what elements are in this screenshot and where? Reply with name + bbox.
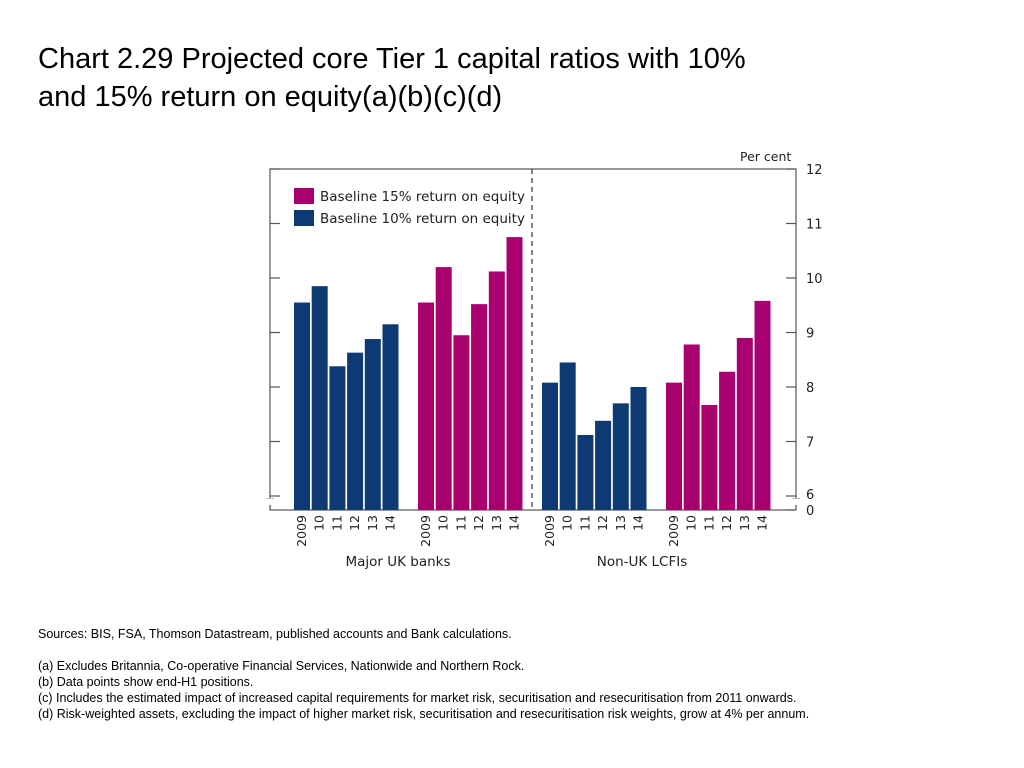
- group-label: Non-UK LCFIs: [597, 554, 688, 570]
- unit-label: Per cent: [740, 149, 791, 164]
- x-tick-label: 14: [755, 515, 770, 531]
- bar: [311, 286, 328, 510]
- x-tick-label: 14: [507, 515, 522, 531]
- x-tick-label: 10: [684, 515, 699, 531]
- chart-title: Chart 2.29 Projected core Tier 1 capital…: [38, 40, 988, 116]
- legend-swatch: [294, 210, 314, 226]
- bar: [382, 324, 399, 510]
- bar: [754, 300, 771, 510]
- footnote-a: (a) Excludes Britannia, Co-operative Fin…: [38, 659, 525, 673]
- x-tick-label: 12: [471, 515, 486, 531]
- right-axis-break-gap: [789, 499, 803, 505]
- footnote-b: (b) Data points show end-H1 positions.: [38, 675, 254, 689]
- group-label: Major UK banks: [345, 554, 450, 570]
- legend-label: Baseline 15% return on equity: [320, 189, 525, 205]
- plot-border: [269, 168, 797, 511]
- x-tick-label: 13: [737, 515, 752, 531]
- left-axis-break-gap: [263, 499, 277, 505]
- chart-bars: [294, 237, 771, 510]
- chart-title-line-1: Chart 2.29 Projected core Tier 1 capital…: [38, 43, 746, 75]
- bar: [329, 366, 346, 510]
- y-tick-label: 8: [806, 381, 814, 396]
- x-tick-label: 2009: [418, 515, 433, 547]
- bar: [577, 434, 594, 510]
- bar: [666, 382, 682, 510]
- y-tick-label: 11: [806, 218, 823, 233]
- x-tick-label: 13: [365, 515, 380, 531]
- chart-frame: [263, 168, 803, 511]
- x-tick-label: 10: [436, 515, 451, 531]
- x-tick-label: 13: [613, 515, 628, 531]
- bar: [488, 271, 505, 510]
- bar: [506, 237, 523, 510]
- bar: [736, 337, 753, 510]
- x-tick-label: 11: [453, 515, 468, 531]
- x-tick-label: 11: [329, 515, 344, 531]
- bar: [435, 267, 452, 510]
- bar: [683, 344, 700, 510]
- y-tick-label: 6: [806, 488, 814, 503]
- y-tick-label: 9: [806, 327, 814, 342]
- footnote-c: (c) Includes the estimated impact of inc…: [38, 691, 797, 705]
- chart-notes: Sources: BIS, FSA, Thomson Datastream, p…: [38, 626, 998, 722]
- y-tick-label: 7: [806, 436, 814, 451]
- bar: [364, 339, 381, 510]
- x-tick-label: 12: [719, 515, 734, 531]
- y-tick-label: 12: [806, 163, 823, 178]
- x-tick-label: 2009: [666, 515, 681, 547]
- y-tick-label: 0: [806, 504, 814, 519]
- bar: [559, 362, 576, 510]
- bar: [294, 302, 310, 510]
- x-tick-label: 10: [312, 515, 327, 531]
- x-tick-label: 14: [631, 515, 646, 531]
- bar: [418, 302, 434, 510]
- x-tick-label: 12: [347, 515, 362, 531]
- bar: [630, 387, 647, 510]
- chart-title-line-2: and 15% return on equity(a)(b)(c)(d): [38, 81, 503, 113]
- bar: [453, 335, 470, 510]
- x-tick-label: 10: [560, 515, 575, 531]
- y-tick-label: 10: [806, 272, 823, 287]
- x-tick-label: 11: [577, 515, 592, 531]
- x-tick-label: 13: [489, 515, 504, 531]
- legend-label: Baseline 10% return on equity: [320, 211, 525, 227]
- bar: [612, 403, 629, 510]
- x-tick-label: 2009: [294, 515, 309, 547]
- sources-note: Sources: BIS, FSA, Thomson Datastream, p…: [38, 627, 512, 641]
- x-tick-label: 12: [595, 515, 610, 531]
- bar: [701, 404, 718, 510]
- bar: [471, 304, 488, 510]
- x-tick-label: 14: [383, 515, 398, 531]
- footnote-d: (d) Risk-weighted assets, excluding the …: [38, 707, 810, 721]
- x-tick-label: 2009: [542, 515, 557, 547]
- bar: [542, 382, 558, 510]
- bar: [719, 371, 736, 510]
- x-tick-label: 11: [701, 515, 716, 531]
- chart-legend: Baseline 15% return on equity Baseline 10…: [294, 188, 525, 227]
- bar: [595, 420, 612, 510]
- legend-swatch: [294, 188, 314, 204]
- bar: [347, 352, 364, 510]
